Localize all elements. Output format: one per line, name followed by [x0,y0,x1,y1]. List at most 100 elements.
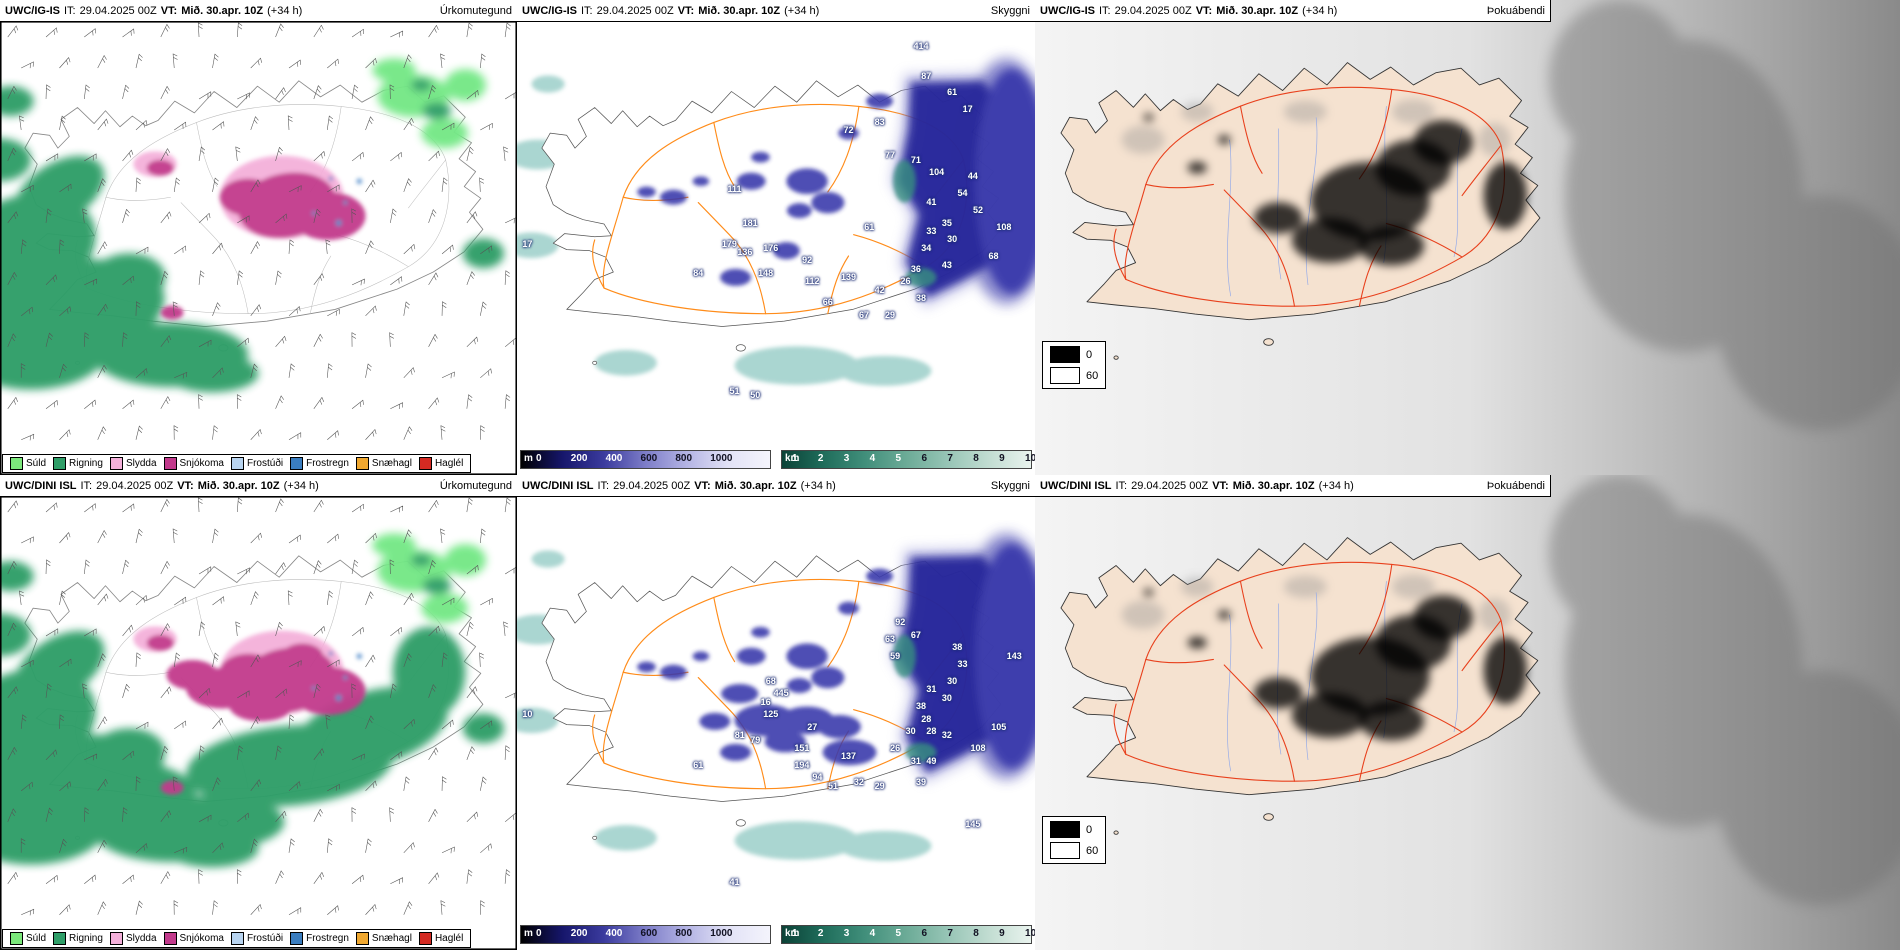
init-time-label: IT: [1115,479,1128,492]
visibility-scale-m: m 0 200 400 600 800 1000 [520,924,771,944]
scale-tick: 9 [999,453,1005,464]
valid-time-label: VT: [677,4,695,17]
precip-legend-item-6: Snæhagl [355,457,412,470]
panel-header: UWC/IG-IS IT: 29.04.2025 00Z VT: Mið. 30.apr… [517,0,1035,22]
fog-indicator-map [1035,475,1900,950]
precip-legend-label-4: Frostúði [246,933,284,944]
precip-legend-swatch-0 [10,932,23,945]
fog-legend: 0 60 [1042,341,1107,389]
visibility-scale-m: m 0 200 400 600 800 1000 [520,449,771,469]
scale-tick: 0 [535,453,542,464]
precip-legend-swatch-3 [163,457,177,470]
precip-type-legend: Súld Rigning Slydda Snjókoma Frostúði Frostre… [2,929,472,948]
panel-fog-igis: UWC/IG-IS IT: 29.04.2025 00Z VT: Mið. 30.apr… [1035,0,1900,475]
valid-time-label: VT: [160,4,178,17]
valid-time-label: VT: [1195,4,1213,17]
precip-legend-label-7: Haglél [434,933,464,944]
visibility-scale: m 0 200 400 600 800 1000 km 1 2 3 4 5 6 7 8 9 10 [520,446,1035,472]
precip-legend-swatch-1 [53,457,67,470]
run-info: UWC/DINI ISL IT: 29.04.2025 00Z VT: Mið. 30.… [5,480,323,492]
precip-type-legend: Súld Rigning Slydda Snjókoma Frostúði Frostre… [2,454,472,473]
valid-time: Mið. 30.apr. 10Z [1232,479,1315,492]
precip-legend-swatch-4 [230,932,244,945]
panel-precip-dini: UWC/DINI ISL IT: 29.04.2025 00Z VT: Mið. 30.… [0,475,517,950]
fog-legend-row-1: 60 [1050,842,1098,859]
init-time-label: IT: [597,479,610,492]
init-time: 29.04.2025 00Z [596,4,674,17]
scale-tick: 200 [570,453,588,464]
lead-time: (+34 h) [784,4,820,17]
model-label: UWC/IG-IS [1040,4,1095,17]
precip-legend-label-6: Snæhagl [371,933,412,944]
precip-legend-label-1: Rigning [69,933,103,944]
scale-tick: 5 [895,928,902,939]
scale-tick: 3 [843,453,850,464]
fog-legend-label-0: 0 [1086,348,1093,361]
product-name: Þokuábendi [1486,4,1545,17]
scale-tick: 2 [817,928,824,939]
lead-time: (+34 h) [267,4,303,17]
precip-legend-item-5: Frostregn [290,457,349,470]
precip-legend-swatch-7 [418,932,432,945]
precip-legend-swatch-4 [230,457,244,470]
model-label: UWC/DINI ISL [522,479,594,492]
init-time: 29.04.2025 00Z [613,479,691,492]
scale-tick: 400 [605,928,623,939]
visibility-map [517,496,1035,950]
precip-legend-label-6: Snæhagl [371,458,412,469]
panel-precip-igis: UWC/IG-IS IT: 29.04.2025 00Z VT: Mið. 30.apr… [0,0,517,475]
panel-visibility-dini: 92 63 67 38 59 33 30 31 143 38 30 28 30 28 32 105 108 26 3… [517,475,1035,950]
init-time: 29.04.2025 00Z [1114,4,1192,17]
run-info: UWC/IG-IS IT: 29.04.2025 00Z VT: Mið. 30.apr… [1040,5,1341,17]
scale-tick: 800 [675,453,693,464]
precip-legend-swatch-5 [290,932,304,945]
precip-legend-label-7: Haglél [434,458,464,469]
lead-time: (+34 h) [283,479,319,492]
fog-legend-swatch-1 [1050,842,1080,859]
product-name: Skyggni [990,4,1030,17]
precip-legend-item-2: Slydda [109,457,157,470]
precip-legend-swatch-2 [109,457,123,470]
lead-time: (+34 h) [800,479,836,492]
valid-time: Mið. 30.apr. 10Z [1216,4,1299,17]
run-info: UWC/DINI ISL IT: 29.04.2025 00Z VT: Mið. 30.… [1040,480,1358,492]
visibility-scale: m 0 200 400 600 800 1000 km 1 2 3 4 5 6 7 8 9 10 [520,921,1035,947]
precip-legend-swatch-1 [53,932,67,945]
precip-legend-item-0: Súld [10,457,46,470]
fog-legend: 0 60 [1042,816,1107,864]
fog-legend-swatch-0 [1050,346,1080,363]
init-time-label: IT: [80,479,93,492]
precip-legend-swatch-2 [109,932,123,945]
panel-header: UWC/IG-IS IT: 29.04.2025 00Z VT: Mið. 30.apr… [1035,0,1551,22]
valid-time: Mið. 30.apr. 10Z [181,4,264,17]
precip-legend-label-0: Súld [26,933,47,944]
model-label: UWC/DINI ISL [5,479,77,492]
valid-time-label: VT: [177,479,194,492]
precip-legend-swatch-0 [10,457,23,470]
fog-legend-row-0: 0 [1050,346,1098,363]
scale-tick: 4 [869,453,876,464]
valid-time: Mið. 30.apr. 10Z [714,479,797,492]
scale-tick: 800 [675,928,693,939]
init-time-label: IT: [64,4,76,17]
init-time-label: IT: [581,4,593,17]
precip-legend-item-0: Súld [10,932,46,945]
precip-legend-label-5: Frostregn [306,458,349,469]
precip-legend-item-4: Frostúði [230,457,284,470]
fog-legend-swatch-0 [1050,821,1080,838]
precip-legend-item-7: Haglél [418,457,464,470]
precip-legend-label-2: Slydda [125,933,157,944]
scale-unit-m: m [524,928,533,939]
precip-legend-swatch-7 [418,457,432,470]
precip-legend-label-4: Frostúði [246,458,284,469]
visibility-map [517,21,1035,475]
valid-time-label: VT: [1212,479,1229,492]
precip-legend-swatch-5 [290,457,304,470]
precip-legend-item-1: Rigning [53,457,103,470]
scale-tick: 600 [640,453,658,464]
run-info: UWC/IG-IS IT: 29.04.2025 00Z VT: Mið. 30.apr… [5,5,306,17]
lead-time: (+34 h) [1318,479,1354,492]
init-time: 29.04.2025 00Z [96,479,174,492]
scale-tick: 7 [947,453,953,464]
fog-legend-row-1: 60 [1050,367,1098,384]
